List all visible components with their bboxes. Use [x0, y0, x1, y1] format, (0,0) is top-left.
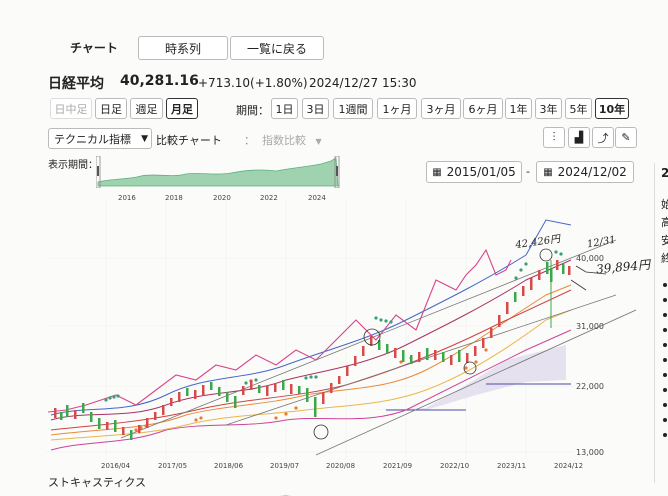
period-5y-button[interactable]: 5年	[565, 98, 592, 119]
stochastics-panel	[46, 488, 574, 496]
tab-timeseries[interactable]: 時系列	[138, 36, 228, 60]
line-tool-icon[interactable]: ⤴	[592, 127, 614, 148]
x-axis-label: 2017/05	[158, 462, 188, 470]
annotation-circle	[313, 424, 329, 440]
x-axis-label: 2023/11	[497, 462, 527, 470]
pen-tool-icon[interactable]: ✎	[615, 127, 637, 148]
range-navigator-graph	[95, 155, 340, 189]
x-axis-label: 2016/04	[101, 462, 131, 470]
interval-weekly-button[interactable]: 週足	[130, 98, 163, 119]
x-axis-label: 2020/08	[326, 462, 356, 470]
tab-chart[interactable]: チャート	[70, 41, 118, 55]
technical-indicator-select[interactable]: テクニカル指標 ▼	[48, 128, 152, 149]
period-3d-button[interactable]: 3日	[302, 98, 329, 119]
x-axis-label: 2021/09	[383, 462, 413, 470]
range-navigator[interactable]	[95, 155, 342, 189]
period-1m-button[interactable]: 1ヶ月	[377, 98, 417, 119]
right-panel-char: 終	[661, 252, 668, 265]
calendar-icon: ▦	[543, 166, 553, 178]
y-axis-label: 31,000	[576, 322, 604, 331]
annotation-circle	[363, 328, 381, 346]
right-panel-bullets	[663, 283, 668, 473]
range-from-input[interactable]: ▦ 2015/01/05	[426, 161, 522, 183]
bar-tool-icon[interactable]: ▟	[568, 127, 590, 148]
range-year-label: 2020	[213, 194, 231, 202]
range-year-label: 2018	[165, 194, 183, 202]
index-price: 40,281.16	[120, 73, 199, 89]
period-1w-button[interactable]: 1週間	[333, 98, 373, 119]
right-panel-char: 安	[661, 234, 668, 247]
moving-average-line	[50, 289, 572, 431]
index-compare-label: 指数比較	[262, 134, 306, 147]
trend-line	[315, 309, 637, 456]
range-year-label: 2016	[118, 194, 136, 202]
range-year-label: 2024	[308, 194, 326, 202]
moving-average-line	[50, 309, 572, 441]
right-panel-value: 2	[661, 166, 668, 180]
right-panel	[654, 163, 668, 483]
y-axis-label: 22,000	[576, 382, 604, 391]
dropdown-arrow-icon: ▼	[315, 137, 322, 146]
y-axis-label: 40,000	[576, 254, 604, 263]
range-dash: -	[526, 165, 530, 178]
period-6m-button[interactable]: 6ヶ月	[463, 98, 503, 119]
quote-datetime: 2024/12/27 15:30	[309, 76, 417, 90]
compare-chart-label: 比較チャート	[156, 134, 222, 147]
price-chart-svg	[46, 200, 637, 460]
technical-indicator-label: テクニカル指標	[54, 132, 131, 146]
range-from-value: 2015/01/05	[446, 165, 516, 179]
index-name: 日経平均	[48, 76, 104, 92]
compare-colon: ：	[244, 134, 255, 147]
trend-line	[120, 239, 617, 439]
range-year-label: 2022	[260, 194, 278, 202]
price-chart[interactable]	[46, 200, 638, 470]
candlesticks	[54, 260, 571, 440]
ichimoku-cloud	[376, 345, 566, 410]
interval-daily-button[interactable]: 日足	[95, 98, 127, 119]
bollinger-lower	[50, 329, 572, 451]
period-1d-button[interactable]: 1日	[271, 98, 298, 119]
moving-average-line	[50, 284, 572, 436]
period-1y-button[interactable]: 1年	[505, 98, 532, 119]
bollinger-upper	[50, 219, 572, 416]
annotation-arrow	[575, 265, 607, 275]
right-panel-char: 始	[661, 198, 668, 211]
x-axis-label: 2024/12	[554, 462, 584, 470]
stochastics-label: ストキャスティクス	[48, 476, 147, 489]
range-label: 表示期間：	[48, 160, 98, 171]
period-label: 期間：	[236, 104, 269, 117]
y-axis-label: 13,000	[576, 448, 604, 457]
range-to-input[interactable]: ▦ 2024/12/02	[536, 161, 634, 183]
overlay-line	[47, 248, 512, 413]
range-to-value: 2024/12/02	[557, 165, 627, 179]
dropdown-arrow-icon: ▼	[141, 133, 148, 144]
right-panel-char: 高	[661, 216, 668, 229]
x-axis-label: 2019/07	[270, 462, 300, 470]
x-axis-label: 2022/10	[440, 462, 470, 470]
period-10y-button[interactable]: 10年	[595, 98, 629, 119]
x-axis-label: 2018/06	[214, 462, 244, 470]
period-3y-button[interactable]: 3年	[535, 98, 562, 119]
index-change: +713.10(+1.80%)	[198, 76, 308, 90]
interval-intraday-button[interactable]: 日中足	[50, 98, 92, 119]
annotation-circle	[463, 361, 477, 375]
annotation-arrow	[570, 279, 587, 291]
annotation-circle	[539, 248, 553, 262]
calendar-icon: ▦	[432, 166, 442, 178]
moving-average-line	[50, 259, 572, 421]
period-3m-button[interactable]: 3ヶ月	[421, 98, 461, 119]
interval-monthly-button[interactable]: 月足	[166, 98, 198, 119]
back-to-list-button[interactable]: 一覧に戻る	[230, 36, 324, 60]
candlestick-tool-icon[interactable]: ⫶	[543, 127, 565, 148]
index-compare-select[interactable]: 指数比較 ▼	[262, 132, 322, 148]
